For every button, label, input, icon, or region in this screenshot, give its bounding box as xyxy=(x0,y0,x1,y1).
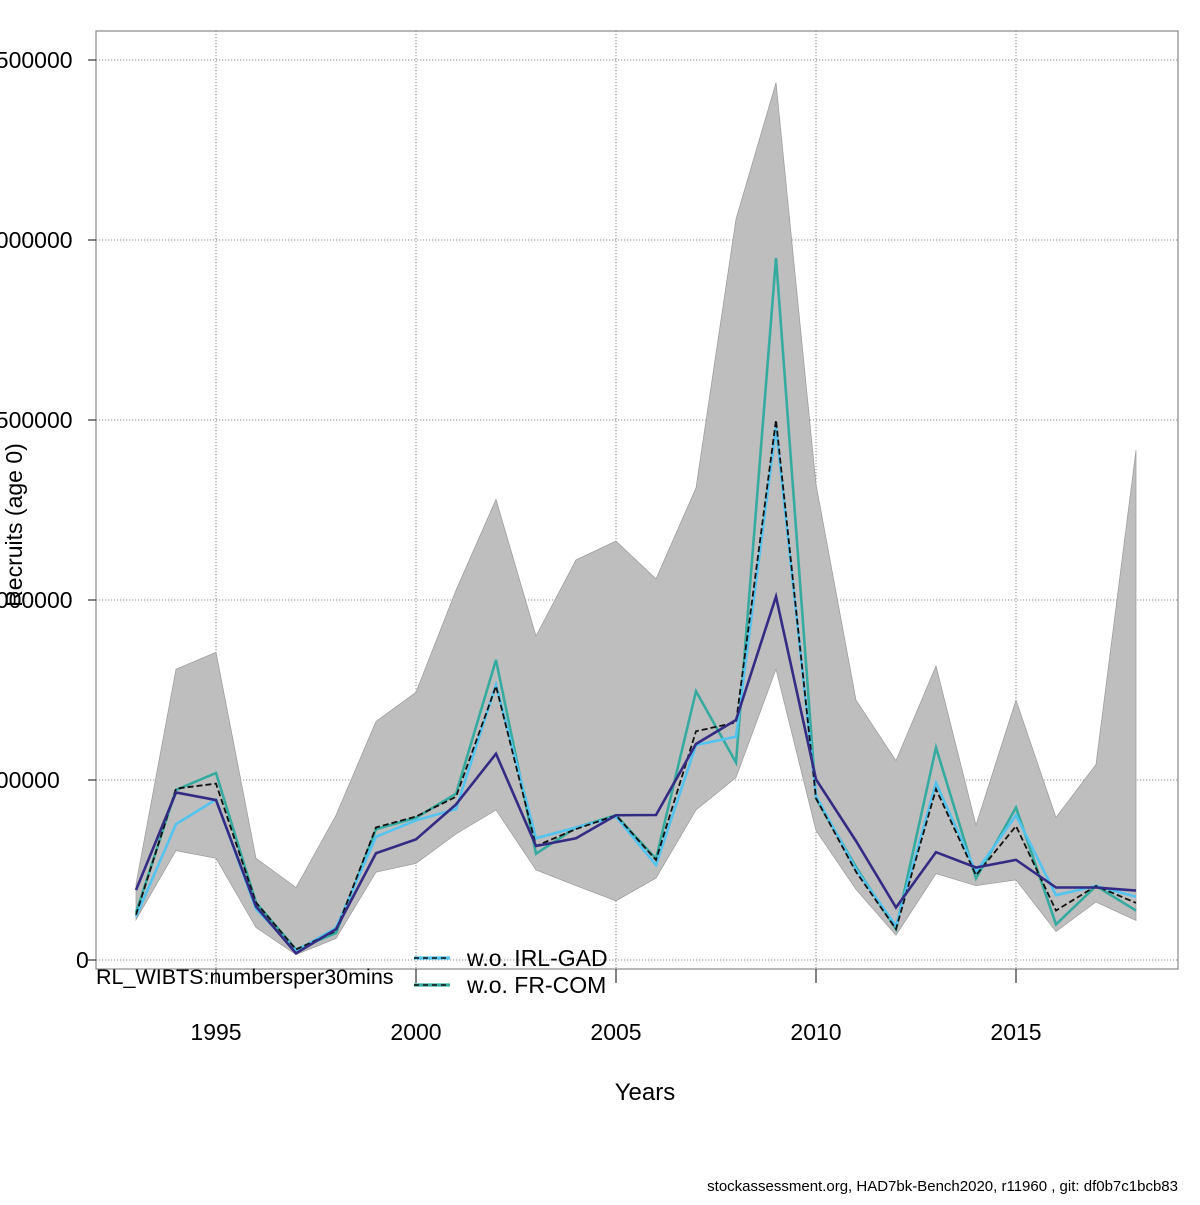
svg-text:500000: 500000 xyxy=(0,767,60,793)
svg-text:Years: Years xyxy=(615,1079,676,1106)
svg-text:w.o. IRL-GAD: w.o. IRL-GAD xyxy=(466,945,608,971)
svg-text:1995: 1995 xyxy=(190,1019,241,1045)
svg-text:0: 0 xyxy=(76,947,89,973)
svg-text:Recruits (age 0): Recruits (age 0) xyxy=(1,443,27,607)
svg-text:stockassessment.org, HAD7bk-Be: stockassessment.org, HAD7bk-Bench2020, r… xyxy=(707,1178,1178,1195)
svg-text:2010: 2010 xyxy=(790,1019,841,1045)
svg-text:2015: 2015 xyxy=(990,1019,1041,1045)
svg-text:RL_WIBTS:numbersper30mins: RL_WIBTS:numbersper30mins xyxy=(96,965,394,989)
svg-text:1500000: 1500000 xyxy=(0,407,73,433)
svg-text:2000: 2000 xyxy=(390,1019,441,1045)
svg-text:2000000: 2000000 xyxy=(0,227,73,253)
svg-text:w.o. FR-COM: w.o. FR-COM xyxy=(466,972,606,998)
svg-text:2500000: 2500000 xyxy=(0,47,73,73)
svg-text:2005: 2005 xyxy=(590,1019,641,1045)
